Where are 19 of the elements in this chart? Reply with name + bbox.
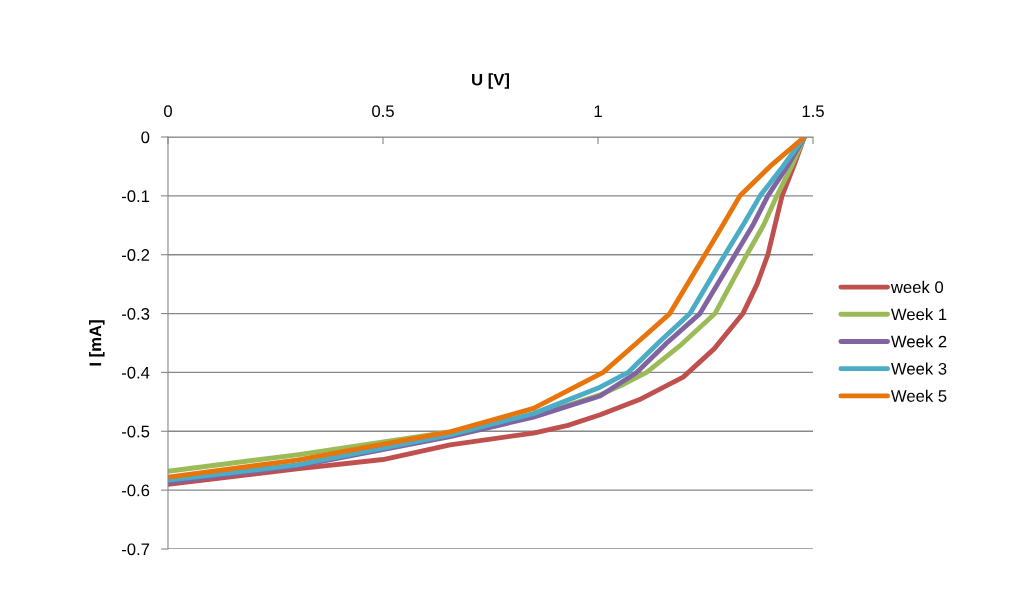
y-tick-label: -0.1 xyxy=(121,190,150,203)
y-tick-label: -0.5 xyxy=(121,425,150,438)
x-tick-label: 1 xyxy=(594,105,602,117)
x-tick-label: 0.5 xyxy=(372,105,394,118)
legend-label: Week 2 xyxy=(890,335,947,348)
x-axis-title: U [V] xyxy=(472,73,510,89)
y-tick-label: -0.7 xyxy=(121,543,150,556)
x-tick-label: 1.5 xyxy=(802,105,824,118)
legend-label: Week 5 xyxy=(890,389,947,402)
y-tick-label: -0.6 xyxy=(121,484,150,497)
y-tick-label: -0.2 xyxy=(121,249,150,261)
y-axis-title: I [mA] xyxy=(89,320,105,366)
y-tick-label: -0.4 xyxy=(121,366,150,379)
y-tick-label: -0.3 xyxy=(121,307,150,320)
y-tick-label: 0 xyxy=(141,131,150,144)
legend-label: week 0 xyxy=(890,280,944,294)
legend-label: Week 1 xyxy=(890,308,947,321)
legend-label: Week 3 xyxy=(890,362,947,375)
x-tick-label: 0 xyxy=(164,105,172,118)
